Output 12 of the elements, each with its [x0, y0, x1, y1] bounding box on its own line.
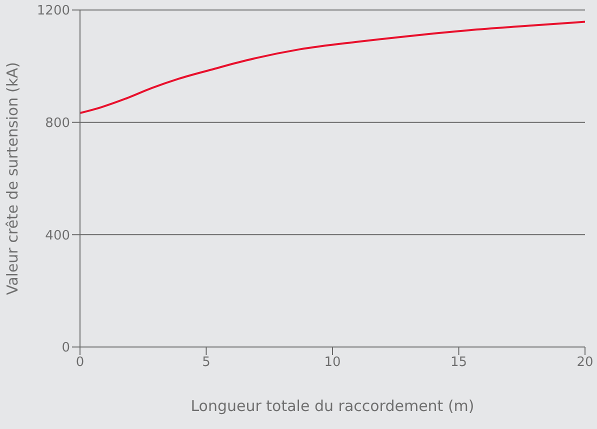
y-tick-label: 400 — [45, 228, 70, 244]
x-tick-label: 20 — [576, 355, 594, 370]
x-tick-label: 10 — [324, 355, 341, 370]
line-series — [80, 20, 585, 114]
y-tick-label: 0 — [62, 340, 70, 356]
x-tick-label: 15 — [450, 355, 468, 370]
y-tick-label: 800 — [45, 116, 70, 131]
x-tick-label: 5 — [202, 355, 210, 370]
y-axis-title: Valeur crête de surtension (kA) — [3, 62, 22, 296]
y-tick-label: 1200 — [36, 4, 70, 19]
x-tick-label: 0 — [76, 355, 84, 370]
x-axis-title: Longueur totale du raccordement (m) — [190, 397, 474, 415]
